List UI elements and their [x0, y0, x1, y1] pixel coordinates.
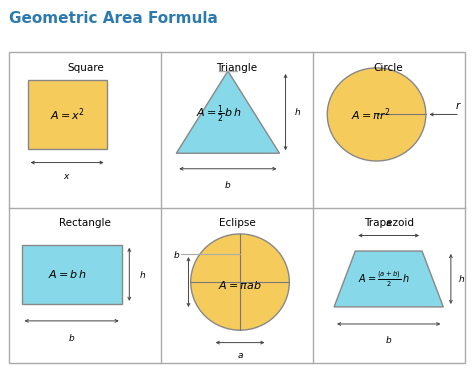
Text: $b$: $b$ [68, 332, 75, 343]
Text: $A = \frac{(a+b)}{2}\,h$: $A = \frac{(a+b)}{2}\,h$ [358, 269, 410, 289]
Text: Geometric Area Formula: Geometric Area Formula [9, 11, 219, 26]
Text: $a$: $a$ [385, 218, 392, 228]
Ellipse shape [191, 234, 289, 330]
Text: $A = x^2$: $A = x^2$ [50, 106, 85, 123]
Bar [27, 80, 107, 148]
Bar [9, 52, 465, 363]
Polygon shape [176, 71, 280, 153]
Text: Circle: Circle [374, 63, 403, 73]
Bar [22, 245, 122, 304]
Text: $b$: $b$ [224, 179, 231, 190]
Text: $A = b\,h$: $A = b\,h$ [47, 268, 87, 280]
Text: $x$: $x$ [64, 172, 71, 181]
Text: Trapezoid: Trapezoid [364, 218, 414, 229]
Text: $a$: $a$ [237, 350, 244, 359]
Text: $A = \frac{1}{2}b\,h$: $A = \frac{1}{2}b\,h$ [196, 104, 241, 125]
Text: Eclipse: Eclipse [219, 218, 255, 229]
Ellipse shape [327, 68, 426, 161]
Text: $A = \pi r^2$: $A = \pi r^2$ [351, 106, 391, 123]
Text: $b$: $b$ [385, 334, 392, 345]
Text: $h$: $h$ [294, 106, 301, 117]
Text: $r$: $r$ [455, 99, 462, 111]
Text: Square: Square [67, 63, 104, 73]
Text: $A = \pi ab$: $A = \pi ab$ [218, 279, 262, 291]
Text: Triangle: Triangle [217, 63, 257, 73]
Text: $h$: $h$ [139, 269, 146, 280]
Text: $b$: $b$ [173, 249, 180, 260]
Polygon shape [334, 251, 443, 307]
Text: $h$: $h$ [458, 273, 465, 285]
Text: Rectangle: Rectangle [59, 218, 111, 229]
